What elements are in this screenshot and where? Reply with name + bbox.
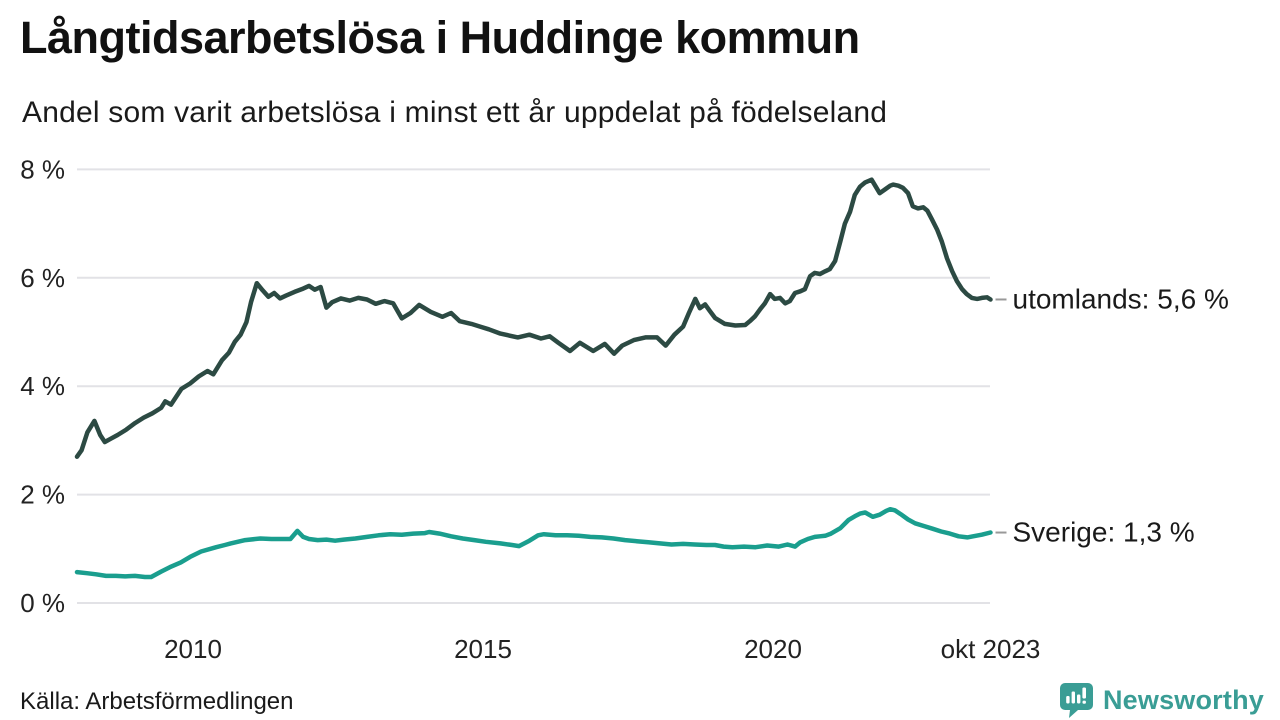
x-tick-label: okt 2023 bbox=[941, 634, 1041, 664]
newsworthy-logo-icon bbox=[1059, 683, 1093, 718]
y-tick-label: 2 % bbox=[20, 480, 65, 510]
y-tick-label: 0 % bbox=[20, 588, 65, 618]
series-line-Sverige bbox=[74, 506, 993, 580]
chart-subtitle: Andel som varit arbetslösa i minst ett å… bbox=[22, 96, 888, 129]
y-tick-label: 6 % bbox=[20, 263, 65, 293]
y-tick-label: 4 % bbox=[20, 371, 65, 401]
newsworthy-wordmark: Newsworthy bbox=[1102, 684, 1264, 715]
x-tick-label: 2015 bbox=[454, 634, 512, 664]
page-title: Långtidsarbetslösa i Huddinge kommun bbox=[20, 12, 860, 63]
newsworthy-brand: Newsworthy bbox=[1058, 681, 1264, 719]
series-end-label-utomlands: utomlands: 5,6 % bbox=[1013, 283, 1229, 314]
source-note: Källa: Arbetsförmedlingen bbox=[20, 688, 294, 715]
series-end-label-Sverige: Sverige: 1,3 % bbox=[1013, 517, 1195, 548]
y-tick-label: 8 % bbox=[20, 154, 65, 184]
series-line-utomlands bbox=[74, 177, 993, 459]
x-tick-label: 2020 bbox=[744, 634, 802, 664]
x-tick-label: 2010 bbox=[164, 634, 222, 664]
